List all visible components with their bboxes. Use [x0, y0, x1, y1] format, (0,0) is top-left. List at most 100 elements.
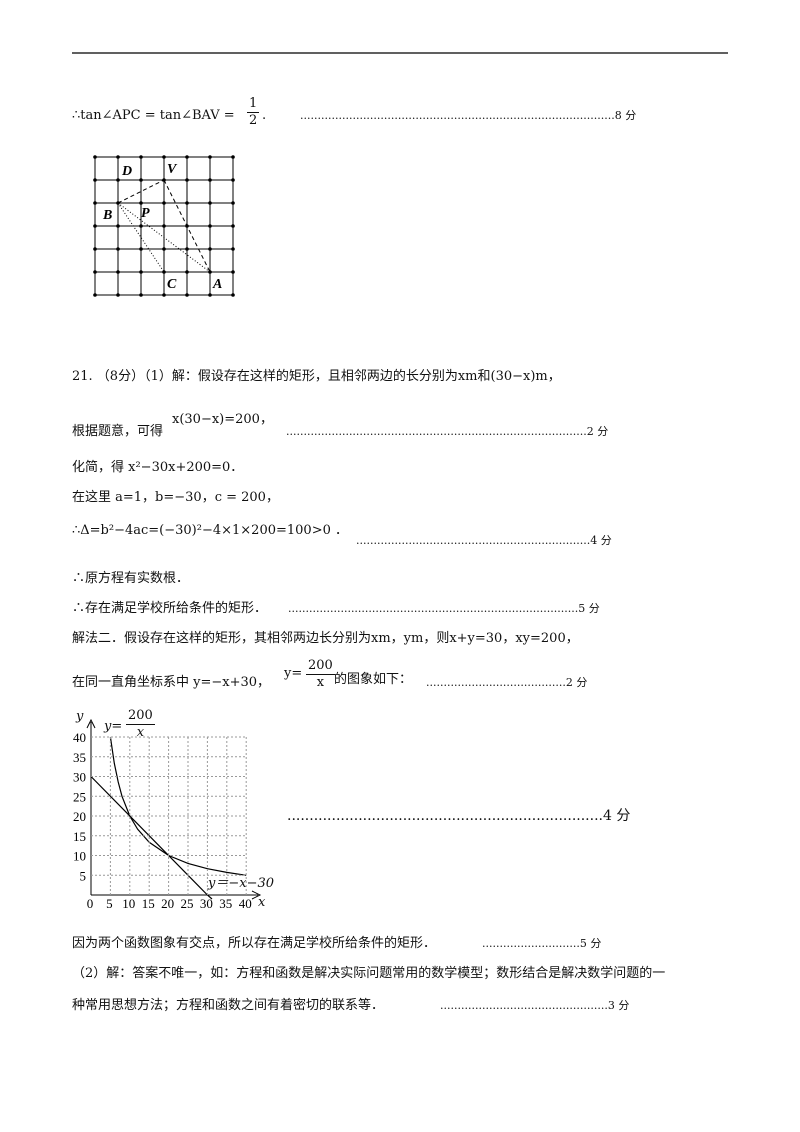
grid-dot	[185, 293, 189, 297]
y-tick-label: 35	[73, 750, 86, 765]
x-tick-label: 40	[239, 896, 252, 911]
score: ........................................…	[286, 425, 609, 438]
text-line: ∴Δ=b²−4ac=(−30)²−4×1×200=100>0 ．	[72, 523, 348, 538]
fn-lhs: y=	[284, 666, 303, 681]
score: ............................5 分	[482, 937, 602, 950]
text-line: 的图象如下：	[334, 672, 413, 687]
x-axis-label: x	[258, 895, 266, 910]
grid-dot	[139, 224, 143, 228]
score: ........................................…	[288, 602, 600, 615]
y-tick-label: 30	[73, 770, 86, 785]
score: ........................................…	[300, 109, 637, 122]
score: ........................................…	[287, 808, 631, 824]
grid-dot	[93, 178, 97, 182]
grid-dot	[231, 293, 235, 297]
text-line: ∴存在满足学校所给条件的矩形．	[72, 601, 268, 616]
grid-dot	[231, 201, 235, 205]
y-tick-label: 10	[73, 849, 86, 864]
grid-dot	[162, 247, 166, 251]
grid-dot	[185, 224, 189, 228]
grid-dot	[116, 224, 120, 228]
x-arrow	[251, 890, 262, 900]
point-label: V	[167, 162, 178, 177]
x-tick-label: 15	[142, 896, 155, 911]
segment-bv	[117, 179, 165, 204]
grid-dot	[139, 155, 143, 159]
grid-dot	[185, 247, 189, 251]
numerator: 200	[126, 708, 155, 725]
grid-dot	[116, 155, 120, 159]
result-text: ∴tan∠APC = tan∠BAV =	[72, 108, 235, 123]
y-tick-label: 15	[73, 829, 86, 844]
grid-dot	[139, 201, 143, 205]
grid-dot	[139, 178, 143, 182]
denominator: x	[136, 725, 145, 740]
text-line: （2）解：答案不唯一，如：方程和函数是解决实际问题常用的数学模型；数形结合是解决…	[72, 966, 666, 981]
grid-dot	[231, 155, 235, 159]
text-line: 化简，得 x²−30x+200=0．	[72, 460, 244, 475]
text-line: 在同一直角坐标系中 y=−x+30，	[72, 675, 271, 690]
text-line: 种常用思想方法；方程和函数之间有着密切的联系等．	[72, 998, 385, 1013]
curve-fraction: 200 x	[126, 708, 155, 741]
score: ........................................…	[426, 676, 588, 689]
grid-dot	[139, 293, 143, 297]
grid-dot	[93, 293, 97, 297]
y-tick-label: 5	[80, 868, 87, 883]
grid-dot	[139, 270, 143, 274]
grid-dot	[162, 178, 166, 182]
text-line: 因为两个函数图象有交点，所以存在满足学校所给条件的矩形．	[72, 936, 437, 951]
line-label: y＝−x−30	[208, 876, 275, 891]
hyperbola	[109, 736, 247, 876]
text-line: 21. （8分）（1）解：假设存在这样的矩形，且相邻两边的长分别为xm和(30−…	[72, 369, 561, 384]
point-label: B	[102, 208, 112, 223]
grid-dot	[231, 178, 235, 182]
grid-dot	[208, 247, 212, 251]
x-tick-label: 10	[122, 896, 135, 911]
grid-dot	[162, 155, 166, 159]
x-tick-label: 35	[219, 896, 232, 911]
equation: x(30−x)=200，	[172, 412, 273, 427]
grid-dot	[116, 201, 120, 205]
y-tick-label: 25	[73, 789, 86, 804]
grid-dot	[185, 201, 189, 205]
point-label: A	[212, 277, 222, 292]
grid-dot	[208, 155, 212, 159]
grid-dot	[139, 247, 143, 251]
segment-bc	[117, 202, 165, 273]
numerator: 1	[247, 96, 260, 113]
text-line: 根据题意，可得	[72, 424, 164, 439]
x-tick-label: 30	[200, 896, 213, 911]
grid-dot	[162, 224, 166, 228]
grid-dot	[185, 270, 189, 274]
denominator: x	[316, 675, 325, 690]
grid-dot	[231, 224, 235, 228]
grid-dot	[231, 270, 235, 274]
grid-figure: D V B P C A	[93, 155, 235, 297]
fraction: 200 x	[306, 658, 335, 691]
grid-dot	[116, 178, 120, 182]
grid-dot	[231, 247, 235, 251]
x-tick-label: 20	[161, 896, 174, 911]
grid-dot	[162, 270, 166, 274]
denominator: 2	[249, 113, 258, 128]
text-line: 解法二．假设存在这样的矩形，其相邻两边长分别为xm，ym，则x+y=30，xy=…	[72, 631, 579, 646]
x-tick-label: 5	[106, 896, 113, 911]
grid-dot	[208, 224, 212, 228]
y-tick-label: 20	[73, 809, 86, 824]
score: ........................................…	[440, 999, 630, 1012]
grid-dot	[208, 293, 212, 297]
grid-dot	[208, 270, 212, 274]
grid-dot	[162, 201, 166, 205]
grid-dot	[116, 270, 120, 274]
grid-dot	[93, 270, 97, 274]
y-axis-label: y	[76, 709, 84, 724]
grid-dot	[185, 155, 189, 159]
text-line: 在这里 a=1，b=−30，c = 200，	[72, 490, 279, 505]
numerator: 200	[306, 658, 335, 675]
grid-dot	[93, 247, 97, 251]
text-line: ∴原方程有实数根．	[72, 571, 190, 586]
grid-dot	[116, 293, 120, 297]
grid-dot	[162, 293, 166, 297]
